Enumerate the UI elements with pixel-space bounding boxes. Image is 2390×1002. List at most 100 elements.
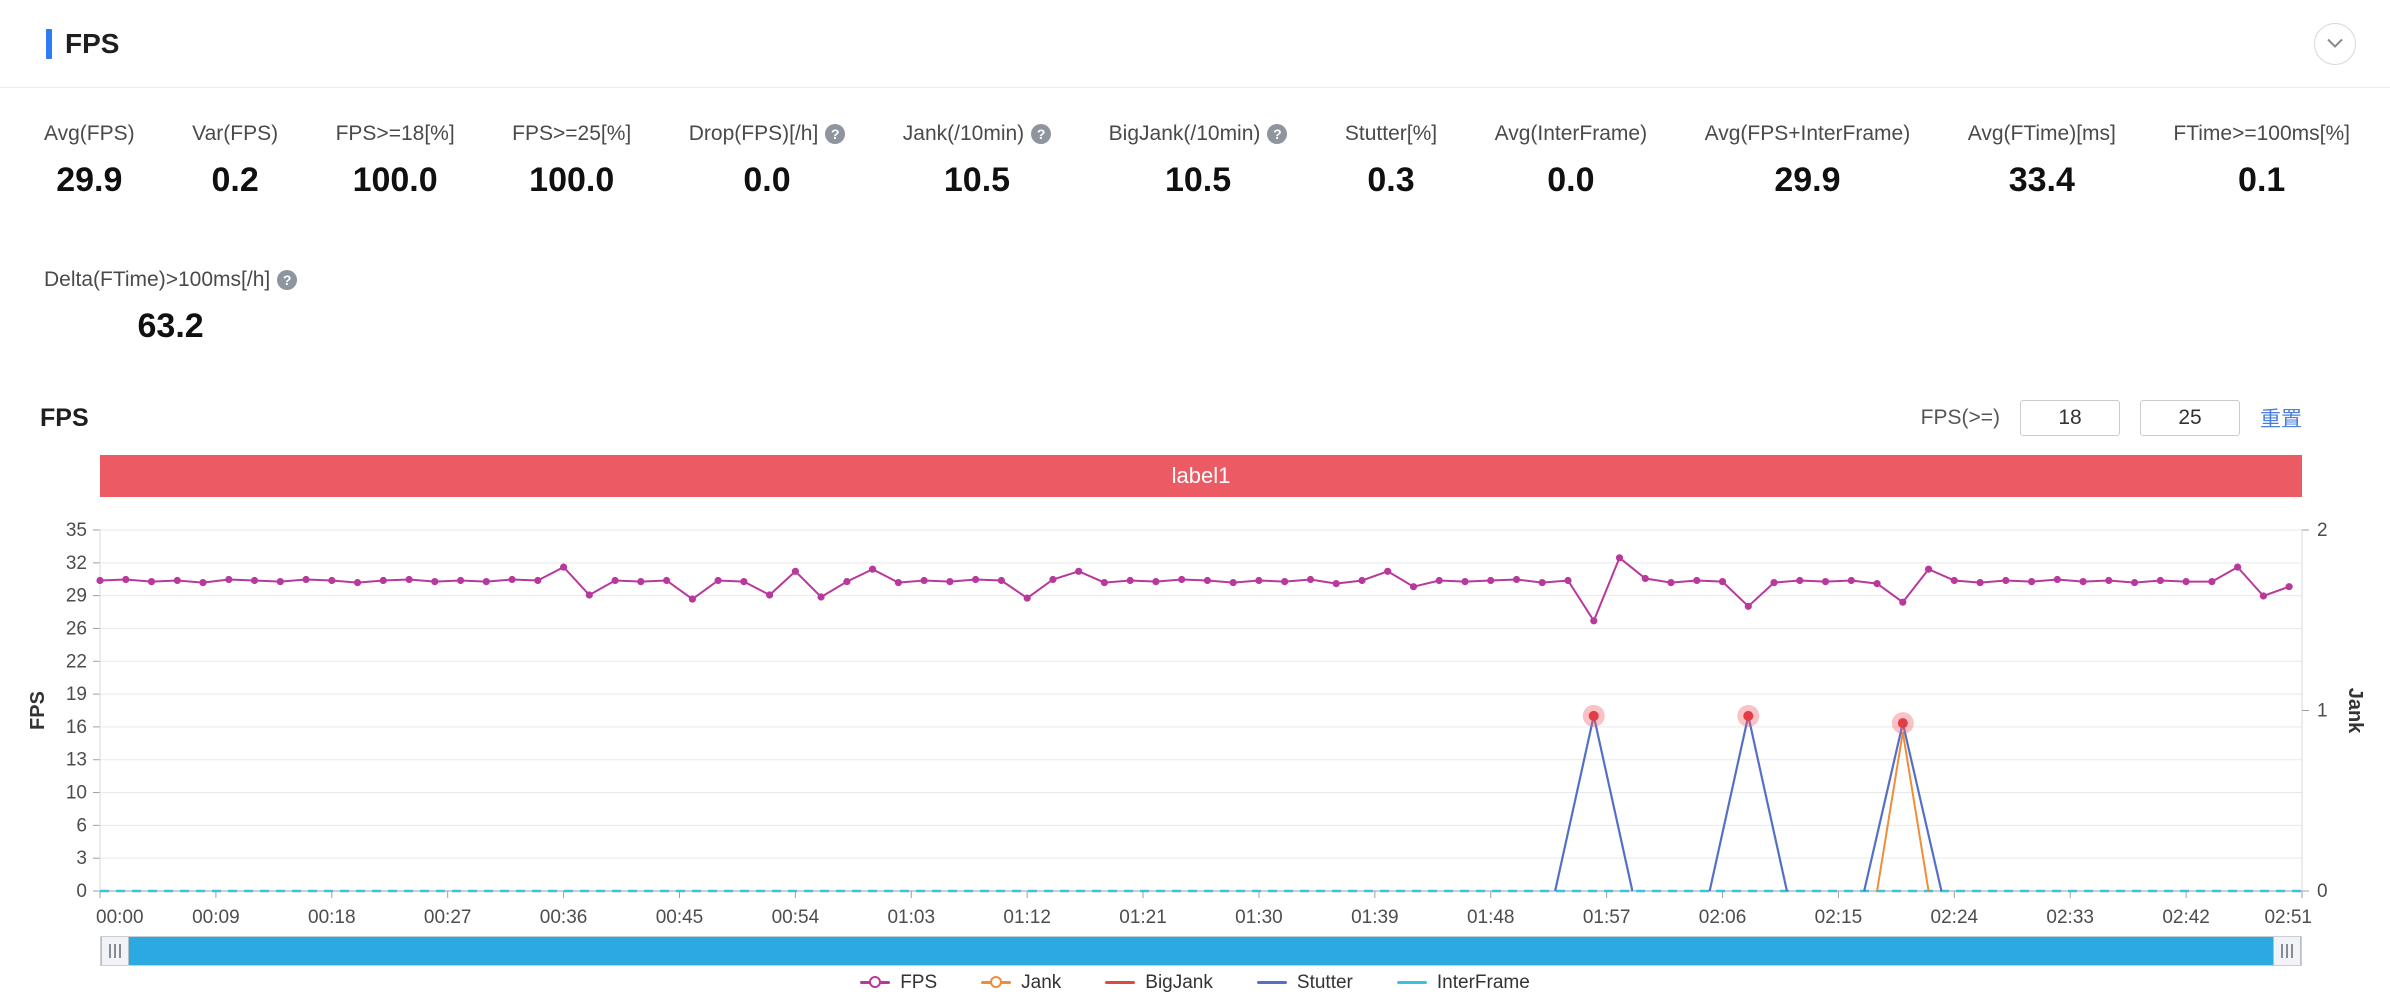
- stat-label: Avg(FPS): [44, 122, 135, 145]
- fps-threshold-high-input[interactable]: [2140, 400, 2240, 436]
- svg-text:00:36: 00:36: [540, 907, 588, 928]
- svg-text:0: 0: [76, 881, 87, 902]
- svg-text:00:18: 00:18: [308, 907, 356, 928]
- svg-text:02:24: 02:24: [1931, 907, 1979, 928]
- svg-text:0: 0: [2317, 881, 2328, 902]
- svg-text:02:33: 02:33: [2046, 907, 2094, 928]
- svg-text:01:48: 01:48: [1467, 907, 1515, 928]
- collapse-button[interactable]: [2314, 22, 2356, 65]
- svg-text:00:45: 00:45: [656, 907, 704, 928]
- stat-value: 63.2: [137, 307, 204, 345]
- scrollbar-track[interactable]: [129, 937, 2273, 965]
- svg-text:16: 16: [66, 717, 87, 738]
- stat-label: Drop(FPS)[/h]?: [689, 122, 846, 146]
- title-wrap: FPS: [46, 28, 119, 60]
- reset-link[interactable]: 重置: [2260, 408, 2302, 431]
- fps-chart-canvas[interactable]: 0 3 6 10 13 16 19 22 26 29 32 35 0 1 2 00:00 00:09 00:18 0…: [0, 500, 2390, 936]
- stat-label: FPS>=25[%]: [512, 122, 632, 145]
- stat-item: Var(FPS) 0.2: [192, 122, 278, 200]
- stat-value: 29.9: [56, 161, 123, 199]
- svg-text:FPS: FPS: [27, 691, 49, 730]
- svg-text:01:21: 01:21: [1119, 907, 1167, 928]
- stat-value: 33.4: [2008, 161, 2075, 199]
- stat-item: BigJank(/10min)? 10.5: [1109, 122, 1288, 200]
- legend-item-stutter[interactable]: Stutter: [1256, 972, 1353, 994]
- svg-text:22: 22: [66, 651, 87, 672]
- chart-scrollbar[interactable]: [100, 936, 2302, 966]
- stat-item: Avg(FTime)[ms] 33.4: [1968, 122, 2116, 200]
- svg-text:01:03: 01:03: [887, 907, 935, 928]
- svg-text:2: 2: [2317, 520, 2328, 541]
- stat-label: FPS>=18[%]: [335, 122, 455, 145]
- svg-text:02:42: 02:42: [2162, 907, 2210, 928]
- fps-threshold-low-input[interactable]: [2020, 400, 2120, 436]
- svg-text:Jank: Jank: [2344, 688, 2366, 734]
- svg-text:1: 1: [2317, 701, 2328, 722]
- fps-threshold-controls: FPS(>=) 重置: [1921, 400, 2302, 436]
- stat-item: Avg(FPS+InterFrame) 29.9: [1705, 122, 1911, 200]
- scrollbar-right-handle[interactable]: [2273, 937, 2301, 965]
- legend-item-jank[interactable]: Jank: [981, 972, 1061, 994]
- stat-label: Jank(/10min)?: [903, 122, 1052, 146]
- svg-text:26: 26: [66, 618, 87, 639]
- svg-text:02:51: 02:51: [2264, 907, 2312, 928]
- stat-item: Avg(FPS) 29.9: [44, 122, 135, 200]
- legend-series-icon: [981, 976, 1012, 990]
- stat-value: 0.0: [743, 161, 791, 199]
- stat-label: Delta(FTime)>100ms[/h]?: [44, 268, 298, 292]
- help-icon[interactable]: ?: [1031, 124, 1052, 144]
- svg-text:13: 13: [66, 750, 87, 771]
- help-icon[interactable]: ?: [825, 124, 846, 144]
- stat-label: Avg(FPS+InterFrame): [1704, 122, 1911, 145]
- stat-label: Stutter[%]: [1344, 122, 1438, 145]
- stat-label: Avg(FTime)[ms]: [1967, 122, 2116, 145]
- help-icon[interactable]: ?: [277, 270, 298, 290]
- legend-series-icon: [1256, 976, 1287, 990]
- legend-label: Jank: [1021, 972, 1062, 993]
- stat-item: FTime>=100ms[%] 0.1: [2173, 122, 2350, 200]
- svg-text:32: 32: [66, 553, 87, 574]
- legend-series-icon: [860, 976, 891, 990]
- svg-text:01:30: 01:30: [1235, 907, 1283, 928]
- stat-value: 10.5: [1164, 161, 1232, 199]
- page-title: FPS: [65, 27, 120, 59]
- stat-value: 100.0: [529, 161, 615, 199]
- legend-item-fps[interactable]: FPS: [860, 972, 937, 994]
- stat-label: Avg(InterFrame): [1494, 122, 1648, 145]
- stat-item: Stutter[%] 0.3: [1345, 122, 1437, 200]
- legend-item-interframe[interactable]: InterFrame: [1396, 972, 1530, 994]
- svg-text:35: 35: [66, 520, 87, 541]
- stat-value: 100.0: [352, 161, 438, 199]
- panel-header: FPS: [0, 0, 2390, 88]
- legend-series-icon: [1396, 976, 1427, 990]
- stat-label: Var(FPS): [192, 122, 279, 145]
- svg-text:29: 29: [66, 586, 87, 607]
- stat-item: Avg(InterFrame) 0.0: [1495, 122, 1648, 200]
- stat-value: 0.0: [1547, 161, 1595, 199]
- svg-text:01:39: 01:39: [1351, 907, 1399, 928]
- legend-item-bigjank[interactable]: BigJank: [1105, 972, 1213, 994]
- svg-text:01:12: 01:12: [1003, 907, 1051, 928]
- legend-series-icon: [1105, 976, 1136, 990]
- stat-value: 10.5: [943, 161, 1011, 199]
- stat-item: Drop(FPS)[/h]? 0.0: [689, 122, 846, 200]
- stat-item: FPS>=25[%] 100.0: [512, 122, 631, 200]
- svg-text:00:00: 00:00: [96, 907, 144, 928]
- stat-value: 0.1: [2238, 161, 2286, 199]
- stat-label: FTime>=100ms[%]: [2173, 122, 2350, 145]
- legend-label: InterFrame: [1436, 972, 1530, 993]
- title-accent-bar: [46, 28, 52, 59]
- help-icon[interactable]: ?: [1267, 124, 1288, 144]
- svg-text:02:06: 02:06: [1699, 907, 1747, 928]
- svg-text:3: 3: [76, 848, 87, 869]
- svg-text:00:27: 00:27: [424, 907, 472, 928]
- chevron-down-icon: [2327, 36, 2343, 51]
- stat-item: FPS>=18[%] 100.0: [336, 122, 455, 200]
- stat-item: Jank(/10min)? 10.5: [903, 122, 1052, 200]
- legend-label: Stutter: [1296, 972, 1353, 993]
- scrollbar-left-handle[interactable]: [101, 937, 129, 965]
- svg-text:6: 6: [76, 815, 87, 836]
- stats-row-2: Delta(FTime)>100ms[/h]? 63.2: [44, 268, 2350, 346]
- legend-label: BigJank: [1145, 972, 1213, 993]
